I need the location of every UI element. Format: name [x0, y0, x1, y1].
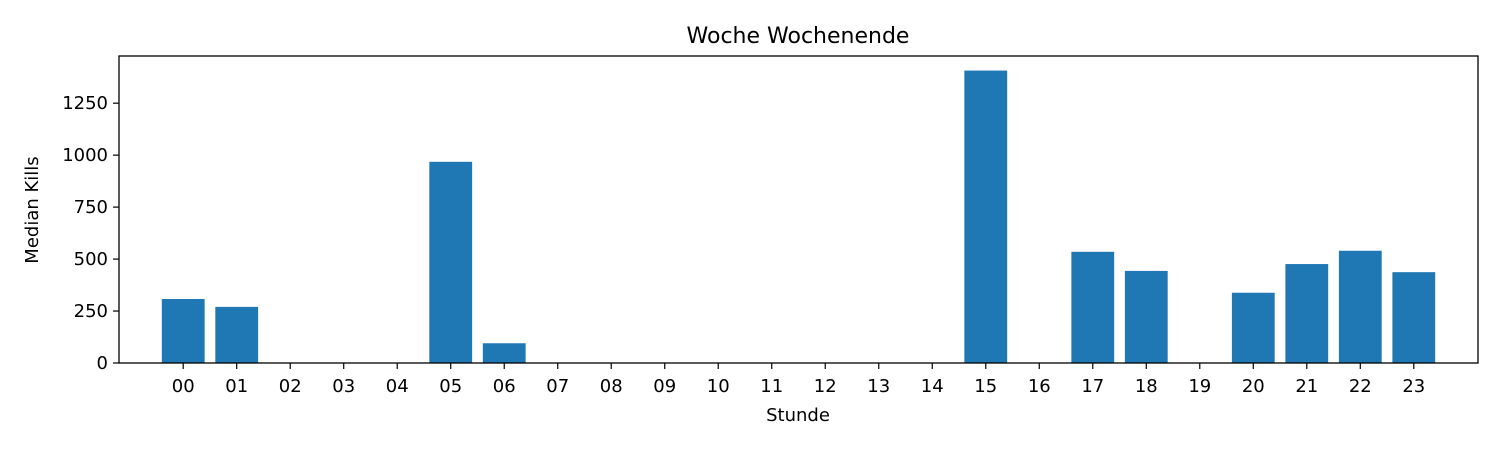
x-tick-label-13: 13: [867, 376, 890, 397]
x-tick-label-10: 10: [707, 376, 730, 397]
y-tick-label-0: 0: [97, 353, 108, 374]
x-tick-label-04: 04: [386, 376, 409, 397]
chart-title: Woche Wochenende: [687, 24, 910, 49]
x-tick-label-21: 21: [1295, 376, 1318, 397]
x-tick-label-15: 15: [974, 376, 997, 397]
x-tick-label-05: 05: [439, 376, 462, 397]
bar-23: [1392, 272, 1436, 363]
bar-15: [964, 70, 1008, 363]
x-tick-label-18: 18: [1135, 376, 1158, 397]
y-tick-label-750: 750: [74, 197, 108, 218]
bar-20: [1231, 292, 1275, 363]
y-axis: 0 250 500 750 1000 1250: [62, 93, 119, 374]
x-tick-label-22: 22: [1349, 376, 1372, 397]
x-tick-label-07: 07: [546, 376, 569, 397]
bar-18: [1124, 270, 1168, 363]
y-tick-label-500: 500: [74, 249, 108, 270]
y-axis-label: Median Kills: [22, 156, 43, 263]
x-tick-label-06: 06: [493, 376, 516, 397]
x-tick-label-20: 20: [1242, 376, 1265, 397]
y-tick-label-250: 250: [74, 301, 108, 322]
bar-21: [1285, 264, 1329, 363]
x-tick-label-23: 23: [1402, 376, 1425, 397]
plot-frame: [118, 55, 1479, 364]
x-tick-label-16: 16: [1028, 376, 1051, 397]
x-tick-label-11: 11: [760, 376, 783, 397]
x-tick-label-12: 12: [814, 376, 837, 397]
bar-17: [1071, 251, 1115, 363]
bar-00: [161, 298, 205, 363]
x-tick-label-02: 02: [279, 376, 302, 397]
bars-group: [161, 70, 1436, 363]
x-tick-label-01: 01: [225, 376, 248, 397]
x-axis: 00 01 02 03 04 05 06 07 08 09 10 11 12 13 14 15 16 17 18 19…: [172, 363, 1425, 397]
bar-22: [1338, 250, 1382, 363]
y-tick-label-1000: 1000: [62, 145, 108, 166]
x-tick-label-03: 03: [332, 376, 355, 397]
x-tick-label-00: 00: [172, 376, 195, 397]
x-tick-label-17: 17: [1081, 376, 1104, 397]
bar-05: [429, 161, 473, 363]
bar-06: [482, 343, 526, 363]
x-tick-label-14: 14: [921, 376, 944, 397]
bar-01: [215, 306, 259, 363]
y-tick-label-1250: 1250: [62, 93, 108, 114]
x-tick-label-08: 08: [600, 376, 623, 397]
x-tick-label-09: 09: [653, 376, 676, 397]
x-axis-label: Stunde: [766, 405, 830, 426]
x-tick-label-19: 19: [1188, 376, 1211, 397]
